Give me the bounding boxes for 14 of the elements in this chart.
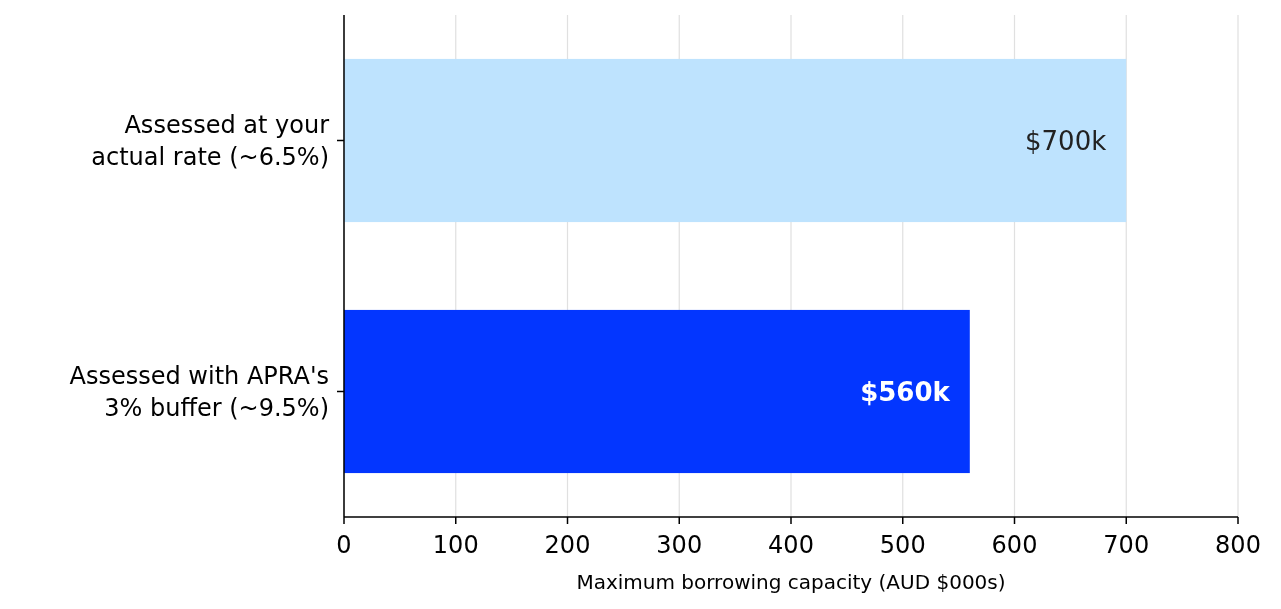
x-tick-label: 400	[768, 531, 814, 559]
x-tick-label: 100	[432, 531, 479, 559]
y-tick-label: Assessed with APRA's 3% buffer (~9.5%)	[69, 361, 329, 422]
x-tick-label: 700	[1103, 531, 1150, 559]
x-tick-label: 300	[656, 531, 703, 559]
x-tick-label: 0	[336, 531, 352, 559]
x-tick-label: 600	[991, 531, 1038, 559]
x-tick-label: 200	[544, 531, 591, 559]
data-label: $700k	[1025, 125, 1107, 156]
y-tick-label: Assessed at your actual rate (~6.5%)	[91, 110, 330, 171]
x-tick-label: 800	[1215, 531, 1261, 559]
data-label: $560k	[860, 376, 951, 407]
x-axis-title: Maximum borrowing capacity (AUD $000s)	[576, 570, 1006, 594]
x-tick-label: 500	[879, 531, 926, 559]
